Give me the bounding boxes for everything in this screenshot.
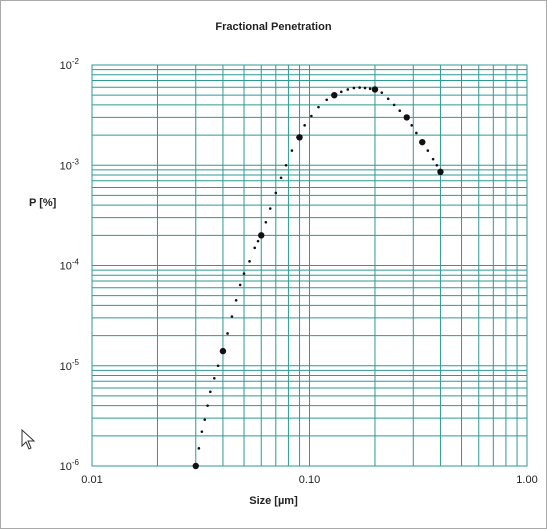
fit-curve-dot: [392, 103, 396, 107]
fit-curve-dot: [284, 163, 288, 167]
fit-curve-dot: [339, 90, 343, 94]
fit-curve-dot: [410, 124, 413, 127]
y-tick-label: 10-5: [60, 358, 80, 373]
x-tick-label: 1.00: [516, 474, 537, 486]
data-point: [331, 91, 338, 99]
data-point: [258, 232, 265, 239]
data-point: [403, 114, 410, 121]
fit-curve-dot: [253, 246, 257, 250]
fit-curve-dot: [248, 260, 251, 263]
fit-curve-dot: [226, 332, 229, 335]
chart-title: Fractional Penetration: [215, 21, 332, 33]
fit-curve-dot: [206, 404, 209, 407]
y-axis-label: P [%]: [29, 197, 57, 209]
fit-curve-dot: [279, 176, 283, 180]
fit-curve-dot: [346, 88, 350, 91]
fit-curve-dot: [268, 207, 272, 210]
x-tick-label: 0.01: [81, 474, 102, 486]
fit-curve-dot: [431, 157, 435, 161]
y-tick-label: 10-3: [60, 157, 80, 172]
measured-points: [192, 86, 444, 470]
data-point: [192, 462, 199, 470]
data-point: [219, 347, 227, 355]
data-point: [419, 138, 426, 146]
fit-curve-dot: [398, 109, 402, 113]
fit-curve-dot: [209, 390, 212, 394]
fit-curve-dot: [203, 418, 207, 421]
fit-curve-dot: [325, 98, 329, 102]
fit-curve-dot: [435, 163, 439, 167]
mouse-pointer-icon: [21, 429, 36, 450]
data-point: [296, 134, 303, 141]
fit-curve-dot: [234, 298, 238, 302]
fit-curve-dot: [238, 283, 242, 287]
fit-curve-dot: [274, 191, 278, 195]
fit-curve-dot: [352, 86, 356, 90]
grid-lines: [91, 65, 527, 467]
fit-curve-dot: [303, 124, 306, 127]
fit-curve-dot: [264, 220, 268, 224]
fit-curve-dot: [358, 86, 361, 89]
y-tick-label: 10-4: [60, 258, 80, 273]
fit-curve-dot: [380, 91, 384, 94]
fit-curve-dot: [310, 114, 313, 118]
plot-frame: [91, 64, 528, 467]
fit-curve-dot: [212, 376, 216, 380]
y-tick-label: 10-6: [60, 458, 80, 473]
fit-curve-dot: [415, 131, 418, 135]
fit-curve-dot: [386, 97, 390, 101]
fit-curve-dot: [317, 105, 320, 109]
fit-curve-dot: [197, 447, 201, 450]
fit-curve-dot: [363, 86, 367, 90]
fit-curve-dot: [242, 272, 246, 275]
fit-curve-dot: [200, 430, 204, 433]
x-tick-label: 0.10: [299, 474, 320, 486]
y-tick-label: 10-2: [60, 57, 80, 72]
data-point: [437, 168, 444, 176]
data-point: [371, 86, 379, 93]
fit-curve-dot: [290, 149, 294, 152]
fit-curve-dot: [368, 87, 372, 91]
fit-curve-dot: [230, 315, 234, 318]
fit-curve-dot: [216, 364, 220, 368]
x-axis-label: Size [µm]: [249, 495, 298, 507]
fit-curve: [194, 86, 442, 468]
fit-curve-dot: [256, 239, 260, 243]
fit-curve-dot: [426, 149, 430, 152]
